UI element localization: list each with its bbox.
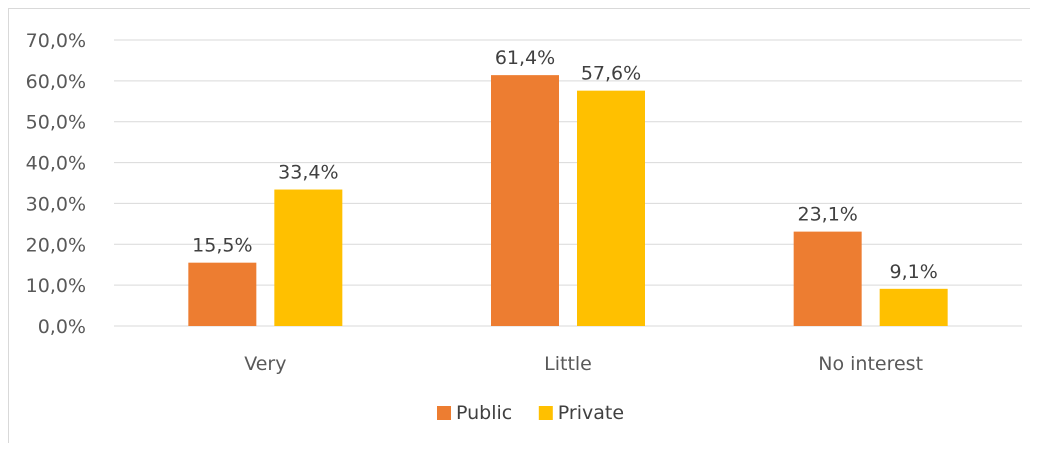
data-label: 33,4% bbox=[278, 162, 338, 184]
legend-label-public: Public bbox=[456, 402, 512, 424]
data-label: 61,4% bbox=[495, 47, 555, 69]
y-tick-label: 30,0% bbox=[26, 193, 86, 215]
data-label: 9,1% bbox=[890, 261, 938, 283]
y-tick-label: 70,0% bbox=[26, 30, 86, 52]
legend-swatch-private bbox=[538, 406, 553, 420]
bar-public-no-interest bbox=[793, 231, 862, 326]
y-tick-label: 50,0% bbox=[26, 112, 86, 134]
data-label: 15,5% bbox=[192, 235, 252, 257]
y-tick-label: 40,0% bbox=[26, 153, 86, 175]
bar-private-no-interest bbox=[879, 288, 948, 326]
chart-frame bbox=[8, 8, 1030, 443]
x-axis-ticks: Very Little No interest bbox=[244, 353, 923, 375]
bar-public-little bbox=[491, 75, 559, 326]
y-tick-label: 20,0% bbox=[26, 234, 86, 256]
gridlines bbox=[114, 39, 1022, 327]
y-tick-label: 0,0% bbox=[38, 316, 86, 338]
x-tick-label: No interest bbox=[818, 353, 923, 375]
x-tick-label: Little bbox=[544, 353, 592, 375]
legend-swatch-public bbox=[437, 406, 451, 420]
y-axis-ticks: 0,0% 10,0% 20,0% 30,0% 40,0% 50,0% 60,0% 70,0% bbox=[26, 30, 86, 338]
y-tick-label: 60,0% bbox=[26, 71, 86, 93]
bars bbox=[188, 75, 948, 326]
legend-label-private: Private bbox=[558, 402, 624, 424]
x-tick-label: Very bbox=[244, 353, 286, 375]
legend: Public Private bbox=[437, 402, 624, 424]
bar-public-very bbox=[188, 262, 257, 326]
y-tick-label: 10,0% bbox=[26, 275, 86, 297]
data-label: 57,6% bbox=[581, 63, 641, 85]
bar-private-very bbox=[274, 189, 343, 326]
data-label: 23,1% bbox=[797, 204, 857, 226]
bar-private-little bbox=[577, 90, 645, 326]
data-labels: 15,5% 33,4% 61,4% 57,6% 23,1% 9,1% bbox=[192, 47, 938, 283]
